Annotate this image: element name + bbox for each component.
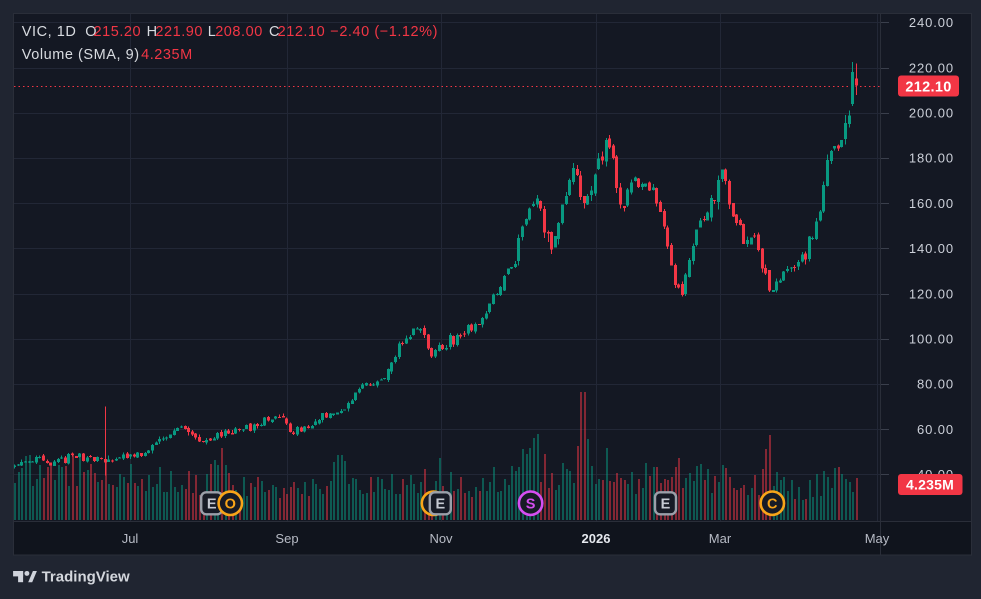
- svg-text:221.90: 221.90: [155, 24, 203, 40]
- svg-text:215.20: 215.20: [94, 24, 142, 40]
- svg-text:2026: 2026: [582, 531, 611, 546]
- svg-text:100.00: 100.00: [909, 332, 954, 347]
- svg-text:240.00: 240.00: [909, 15, 954, 30]
- svg-text:L: L: [208, 24, 217, 40]
- svg-text:−2.40 (−1.12%): −2.40 (−1.12%): [330, 24, 438, 40]
- svg-text:H: H: [147, 24, 158, 40]
- svg-text:212.10: 212.10: [278, 24, 326, 40]
- svg-text:120.00: 120.00: [909, 286, 954, 301]
- svg-text:Jul: Jul: [122, 531, 139, 546]
- svg-text:200.00: 200.00: [909, 106, 954, 121]
- svg-text:E: E: [435, 497, 445, 513]
- svg-text:208.00: 208.00: [215, 24, 263, 40]
- svg-text:220.00: 220.00: [909, 60, 954, 75]
- svg-text:O: O: [225, 497, 236, 513]
- svg-text:Volume (SMA, 9): Volume (SMA, 9): [22, 47, 140, 63]
- svg-text:C: C: [767, 497, 778, 513]
- svg-text:O: O: [85, 24, 97, 40]
- svg-text:C: C: [269, 24, 280, 40]
- svg-text:140.00: 140.00: [909, 241, 954, 256]
- svg-text:4.235M: 4.235M: [906, 477, 954, 493]
- svg-text:4.235M: 4.235M: [141, 47, 193, 63]
- svg-text:80.00: 80.00: [917, 377, 954, 392]
- svg-text:180.00: 180.00: [909, 151, 954, 166]
- svg-text:VIC, 1D: VIC, 1D: [22, 24, 77, 40]
- svg-text:60.00: 60.00: [917, 422, 954, 437]
- svg-text:E: E: [207, 497, 217, 513]
- svg-text:Nov: Nov: [429, 531, 453, 546]
- svg-text:Mar: Mar: [709, 531, 732, 546]
- svg-text:May: May: [865, 531, 890, 546]
- svg-text:Sep: Sep: [275, 531, 298, 546]
- svg-text:S: S: [526, 497, 536, 513]
- svg-text:E: E: [661, 497, 671, 513]
- svg-text:TradingView: TradingView: [42, 569, 130, 586]
- svg-text:212.10: 212.10: [905, 80, 951, 96]
- svg-text:160.00: 160.00: [909, 196, 954, 211]
